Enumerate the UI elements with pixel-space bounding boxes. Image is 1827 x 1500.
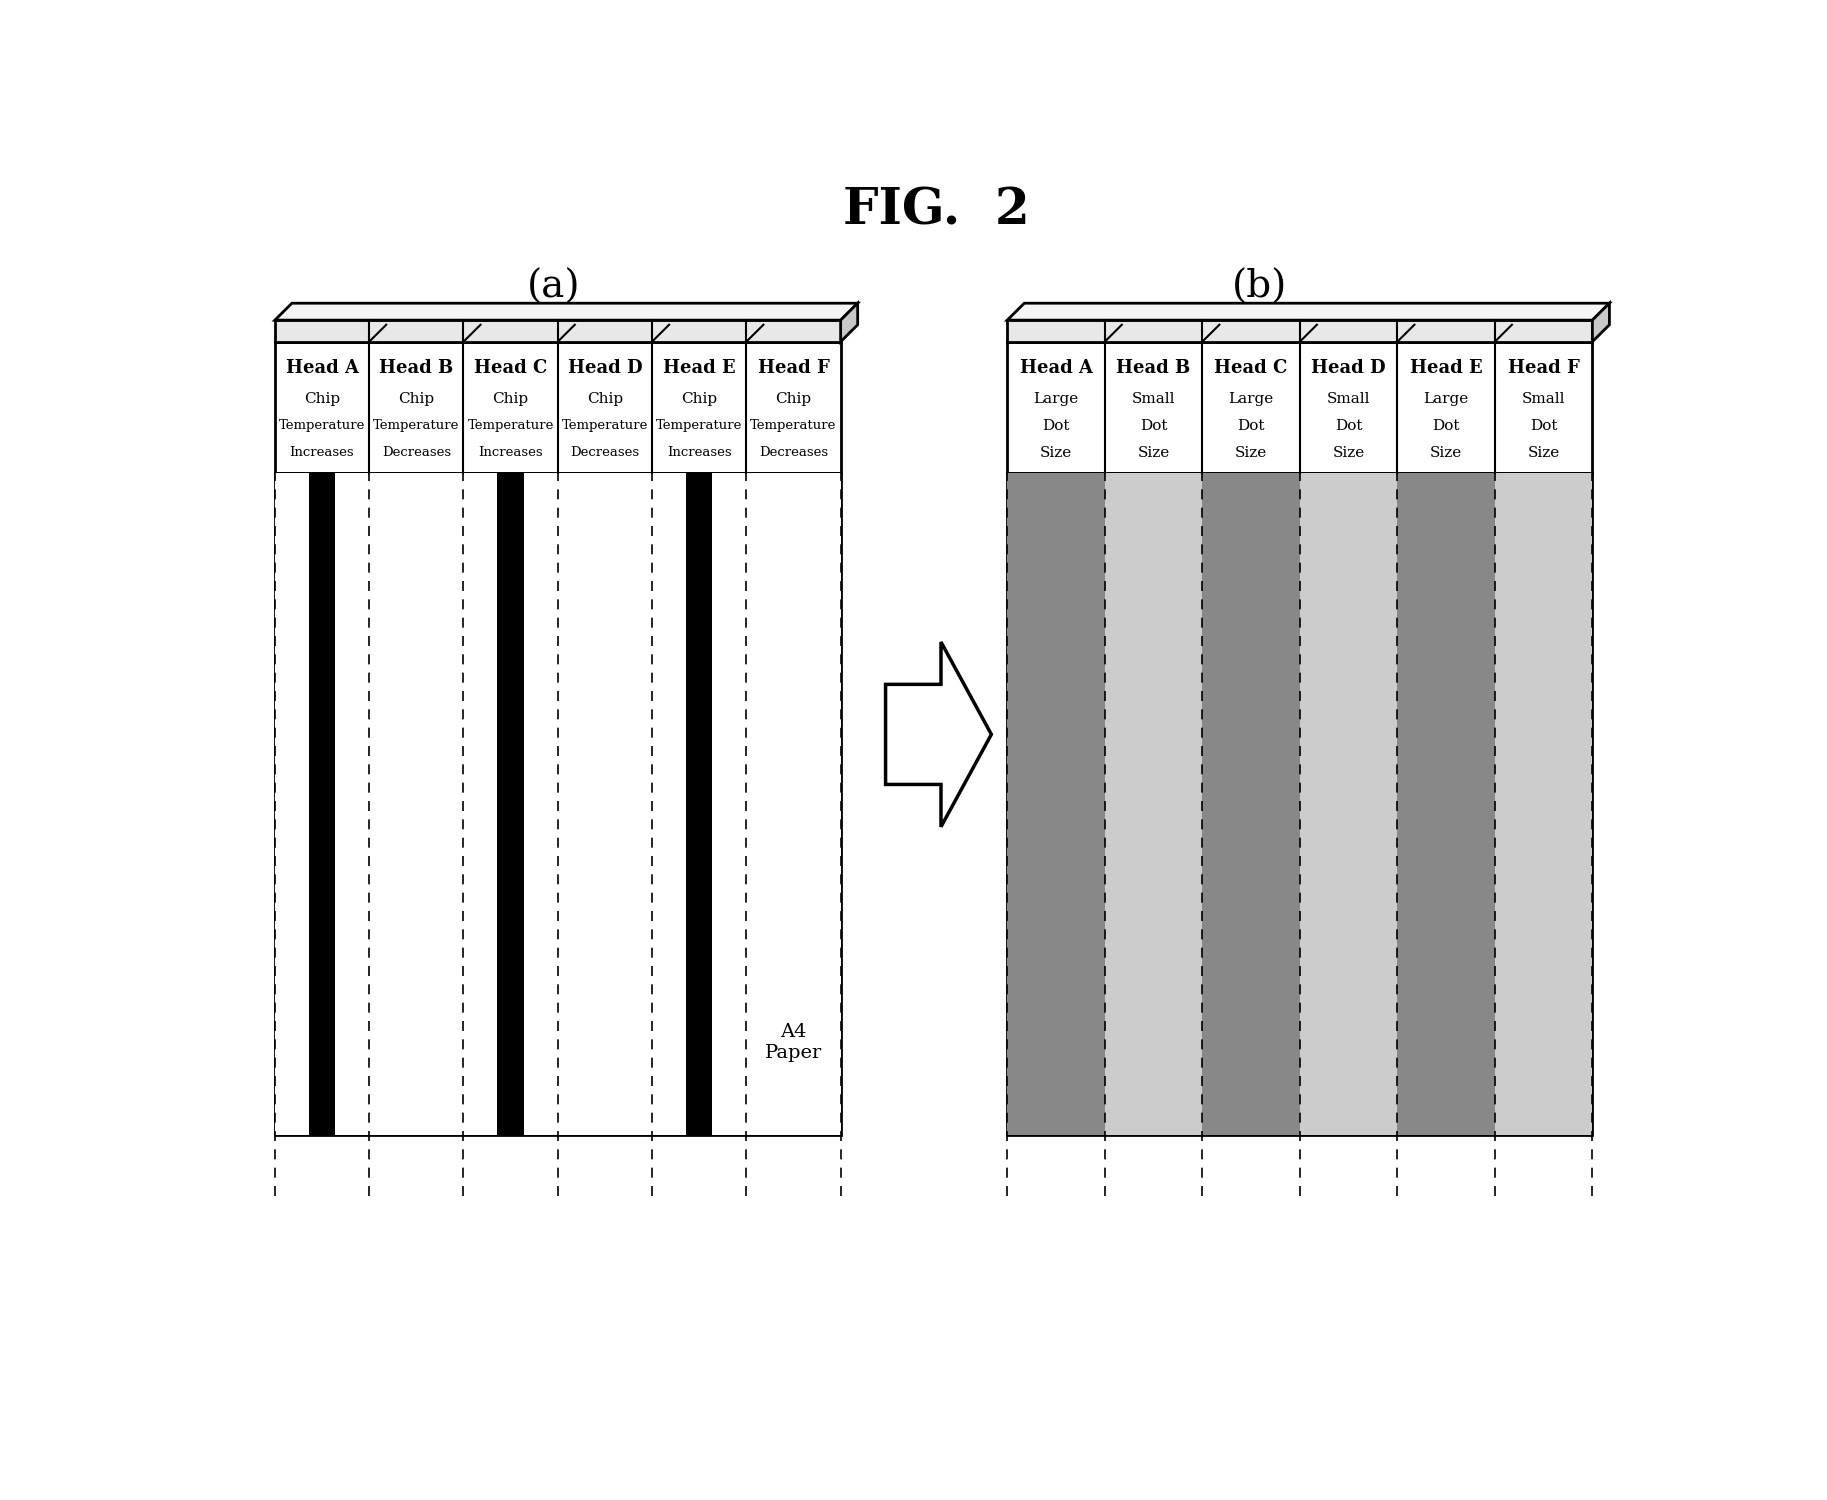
Text: Large: Large <box>1034 392 1078 406</box>
Bar <box>747 472 840 1136</box>
Text: Head C: Head C <box>473 358 548 376</box>
Text: Size: Size <box>1332 446 1365 459</box>
Text: Chip: Chip <box>586 392 623 406</box>
Text: Temperature: Temperature <box>751 419 837 432</box>
Text: Small: Small <box>1131 392 1175 406</box>
Text: Large: Large <box>1423 392 1469 406</box>
Text: Chip: Chip <box>775 392 811 406</box>
Text: Size: Size <box>1040 446 1072 459</box>
Bar <box>309 472 334 1136</box>
Text: Size: Size <box>1431 446 1462 459</box>
Text: Head B: Head B <box>1116 358 1191 376</box>
Text: Dot: Dot <box>1237 419 1264 432</box>
Text: Head E: Head E <box>663 358 736 376</box>
Text: Temperature: Temperature <box>561 419 649 432</box>
Text: (a): (a) <box>526 270 581 306</box>
Text: Temperature: Temperature <box>656 419 742 432</box>
Bar <box>1007 320 1593 342</box>
Bar <box>1299 472 1398 1136</box>
Text: Head F: Head F <box>758 358 829 376</box>
Text: Size: Size <box>1138 446 1169 459</box>
Bar <box>369 472 464 1136</box>
Text: Small: Small <box>1522 392 1566 406</box>
Text: Chip: Chip <box>493 392 528 406</box>
Text: Chip: Chip <box>303 392 340 406</box>
Text: A4
Paper: A4 Paper <box>766 1023 822 1062</box>
Bar <box>1105 472 1202 1136</box>
Bar <box>685 472 713 1136</box>
Bar <box>497 472 524 1136</box>
Text: Chip: Chip <box>398 392 435 406</box>
Text: Head F: Head F <box>1507 358 1580 376</box>
Bar <box>1494 472 1593 1136</box>
Text: Size: Size <box>1235 446 1268 459</box>
Text: Temperature: Temperature <box>373 419 460 432</box>
Text: Increases: Increases <box>667 446 731 459</box>
Text: Increases: Increases <box>290 446 354 459</box>
Text: Temperature: Temperature <box>280 419 365 432</box>
Bar <box>652 472 747 1136</box>
Polygon shape <box>886 642 992 827</box>
Text: Head B: Head B <box>380 358 453 376</box>
Polygon shape <box>1007 303 1610 320</box>
Text: Dot: Dot <box>1041 419 1071 432</box>
Text: FIG.  2: FIG. 2 <box>842 186 1029 236</box>
Bar <box>1202 472 1299 1136</box>
Text: Head D: Head D <box>1312 358 1387 376</box>
Text: Size: Size <box>1527 446 1560 459</box>
Text: Head D: Head D <box>568 358 643 376</box>
Text: Chip: Chip <box>681 392 718 406</box>
Bar <box>1007 342 1593 472</box>
Bar <box>274 342 840 472</box>
Polygon shape <box>840 303 857 342</box>
Text: Dot: Dot <box>1336 419 1363 432</box>
Text: Large: Large <box>1228 392 1273 406</box>
Bar <box>1007 472 1105 1136</box>
Bar <box>1398 472 1494 1136</box>
Text: Head A: Head A <box>285 358 358 376</box>
Bar <box>1007 472 1593 1136</box>
Bar <box>274 472 840 1136</box>
Bar <box>274 472 369 1136</box>
Text: Increases: Increases <box>479 446 543 459</box>
Text: Head A: Head A <box>1019 358 1093 376</box>
Text: Dot: Dot <box>1529 419 1557 432</box>
Text: Head E: Head E <box>1410 358 1482 376</box>
Text: Dot: Dot <box>1432 419 1460 432</box>
Bar <box>557 472 652 1136</box>
Text: (b): (b) <box>1231 270 1286 306</box>
Text: Decreases: Decreases <box>758 446 828 459</box>
Text: Decreases: Decreases <box>570 446 639 459</box>
Polygon shape <box>1593 303 1610 342</box>
Text: Head C: Head C <box>1215 358 1288 376</box>
Bar <box>464 472 557 1136</box>
Text: Temperature: Temperature <box>468 419 554 432</box>
Polygon shape <box>274 303 857 320</box>
Text: Decreases: Decreases <box>382 446 451 459</box>
Text: Dot: Dot <box>1140 419 1167 432</box>
Bar <box>274 320 840 342</box>
Text: Small: Small <box>1326 392 1370 406</box>
